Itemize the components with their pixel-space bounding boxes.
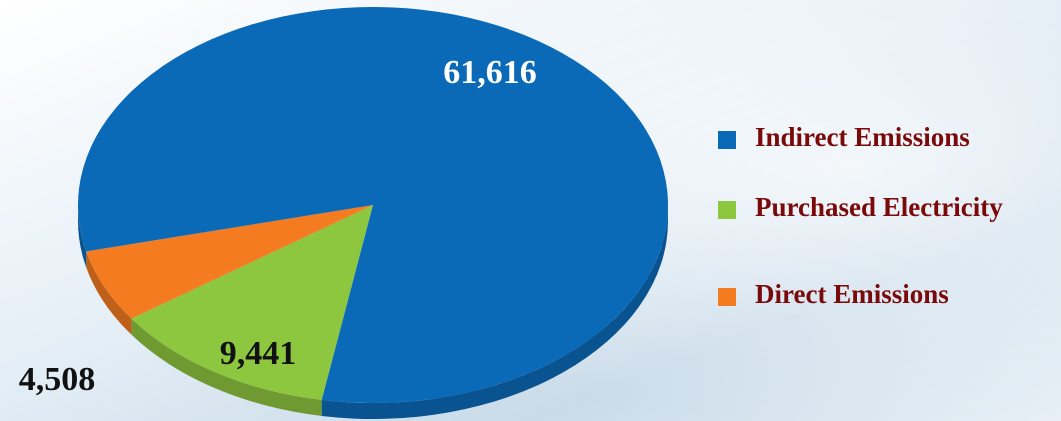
pie-tops [78, 6, 669, 403]
legend-swatch [718, 288, 736, 306]
slice [131, 205, 373, 400]
pie-sides [78, 205, 668, 419]
slice-side [78, 205, 87, 268]
data-label: 4,508 [19, 361, 96, 398]
legend: Indirect Emissions Purchased Electricity D… [718, 122, 1003, 309]
legend-label: Direct Emissions [755, 279, 949, 309]
slice-side [86, 251, 132, 335]
slice [78, 6, 669, 403]
legend-label: Indirect Emissions [755, 122, 970, 152]
labels: 61,616 9,441 4,508 [19, 54, 537, 398]
legend-swatch [718, 131, 736, 149]
data-label: 61,616 [443, 54, 537, 91]
data-label: 9,441 [220, 335, 297, 372]
slice [86, 205, 373, 319]
slice-side [131, 318, 322, 416]
legend-swatch [718, 201, 736, 219]
legend-label: Purchased Electricity [755, 192, 1003, 222]
